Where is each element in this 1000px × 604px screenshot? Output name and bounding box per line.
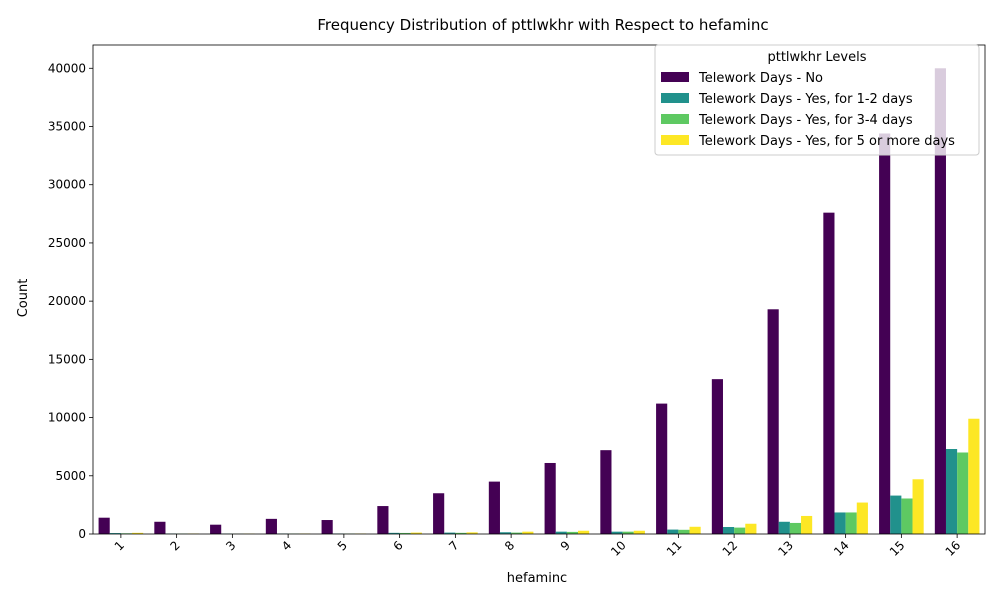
bar-10-series-4 xyxy=(634,531,645,534)
bar-13-series-1 xyxy=(768,309,779,534)
x-tick-label: 6 xyxy=(390,538,405,553)
bar-9-series-1 xyxy=(545,463,556,534)
bar-11-series-1 xyxy=(656,404,667,534)
bar-14-series-4 xyxy=(857,503,868,534)
bar-11-series-3 xyxy=(678,530,689,534)
bar-14-series-2 xyxy=(834,512,845,534)
bar-15-series-2 xyxy=(890,496,901,534)
legend-label: Telework Days - Yes, for 1-2 days xyxy=(698,92,913,107)
x-tick-label: 16 xyxy=(943,538,964,559)
bar-15-series-1 xyxy=(879,133,890,534)
bar-8-series-1 xyxy=(489,482,500,534)
y-axis-title: Count xyxy=(16,279,31,318)
bar-16-series-2 xyxy=(946,449,957,534)
y-tick-label: 40000 xyxy=(48,61,86,75)
legend-label: Telework Days - Yes, for 5 or more days xyxy=(698,134,955,149)
bar-5-series-1 xyxy=(322,520,333,534)
x-tick-label: 7 xyxy=(446,538,461,553)
x-tick-label: 9 xyxy=(558,538,573,553)
bar-11-series-2 xyxy=(667,530,678,534)
bar-12-series-3 xyxy=(734,528,745,534)
x-tick-label: 11 xyxy=(664,538,685,559)
x-tick-label: 12 xyxy=(720,538,741,559)
chart-title: Frequency Distribution of pttlwkhr with … xyxy=(317,16,768,34)
bar-6-series-1 xyxy=(377,506,388,534)
bar-13-series-2 xyxy=(779,522,790,534)
bar-14-series-3 xyxy=(846,512,857,534)
bar-14-series-1 xyxy=(823,213,834,534)
legend-label: Telework Days - No xyxy=(698,71,823,86)
bar-4-series-1 xyxy=(266,519,277,534)
bar-15-series-4 xyxy=(913,479,924,534)
legend-swatch xyxy=(661,114,689,124)
bar-1-series-1 xyxy=(99,518,110,534)
bar-15-series-3 xyxy=(901,498,912,534)
bar-9-series-4 xyxy=(578,531,589,534)
bar-10-series-1 xyxy=(600,450,611,534)
x-tick-label: 13 xyxy=(775,538,796,559)
y-tick-label: 30000 xyxy=(48,178,86,192)
bar-16-series-4 xyxy=(968,419,979,534)
bar-13-series-3 xyxy=(790,523,801,534)
x-tick-label: 14 xyxy=(831,538,852,559)
y-tick-label: 35000 xyxy=(48,120,86,134)
bar-3-series-1 xyxy=(210,525,221,534)
legend: pttlwkhr Levels Telework Days - No Telewor… xyxy=(655,45,979,155)
x-tick-label: 15 xyxy=(887,538,908,559)
legend-swatch xyxy=(661,72,689,82)
bar-16-series-3 xyxy=(957,453,968,535)
bar-7-series-1 xyxy=(433,493,444,534)
y-tick-label: 10000 xyxy=(48,411,86,425)
x-tick-label: 2 xyxy=(167,538,182,553)
x-tick-label: 8 xyxy=(502,538,517,553)
y-tick-label: 20000 xyxy=(48,294,86,308)
legend-title: pttlwkhr Levels xyxy=(767,50,866,65)
y-tick-label: 15000 xyxy=(48,352,86,366)
bar-11-series-4 xyxy=(690,527,701,534)
x-tick-label: 1 xyxy=(112,538,127,553)
x-tick-label: 10 xyxy=(608,538,629,559)
bar-2-series-1 xyxy=(154,522,165,534)
legend-swatch xyxy=(661,135,689,145)
x-tick-label: 5 xyxy=(335,538,350,553)
x-tick-label: 3 xyxy=(223,538,238,553)
bar-13-series-4 xyxy=(801,516,812,534)
x-axis-title: hefaminc xyxy=(507,571,567,586)
bar-12-series-2 xyxy=(723,527,734,534)
legend-swatch xyxy=(661,93,689,103)
bar-12-series-1 xyxy=(712,379,723,534)
y-tick-label: 5000 xyxy=(55,469,86,483)
bar-12-series-4 xyxy=(745,524,756,534)
y-tick-label: 0 xyxy=(78,527,86,541)
y-tick-label: 25000 xyxy=(48,236,86,250)
x-tick-label: 4 xyxy=(279,538,294,553)
legend-label: Telework Days - Yes, for 3-4 days xyxy=(698,113,913,128)
